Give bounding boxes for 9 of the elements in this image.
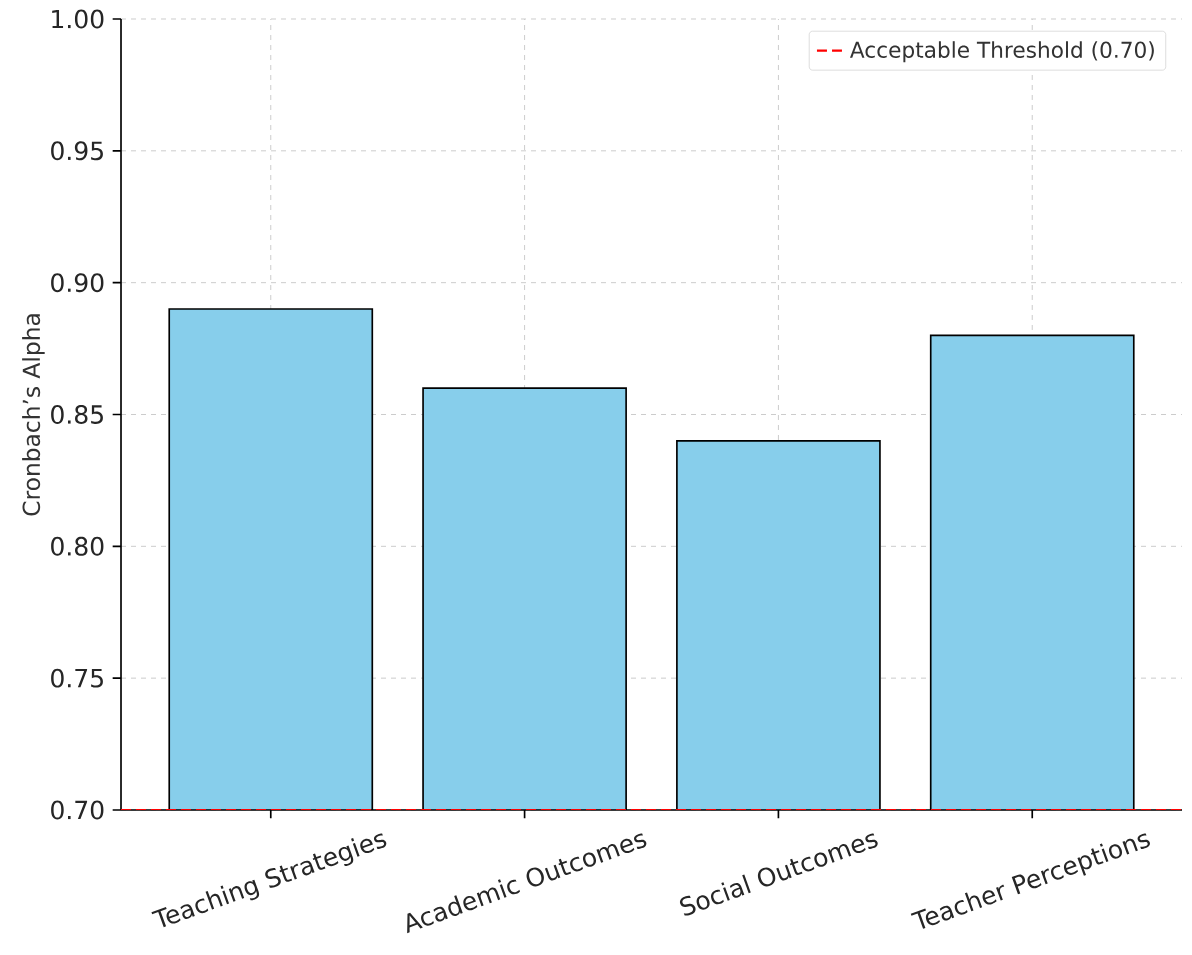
y-tick-label: 0.80 [51, 536, 104, 556]
y-axis-title: Cronbach’s Alpha [22, 314, 45, 516]
legend-label: Acceptable Threshold (0.70) [849, 41, 1154, 63]
y-tick-label: 0.70 [51, 800, 104, 820]
y-tick-label: 0.95 [51, 141, 103, 161]
y-tick-label: 0.75 [51, 668, 103, 688]
y-tick-label: 0.85 [51, 405, 103, 424]
y-tick-label: 0.90 [51, 273, 104, 293]
y-tick-label: 1.00 [52, 9, 104, 29]
